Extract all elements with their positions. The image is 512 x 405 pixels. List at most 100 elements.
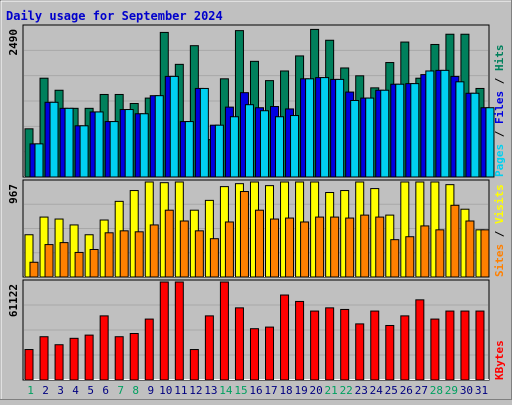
day-label: 4 <box>72 384 79 397</box>
panel-3-kbytes-bar <box>69 337 79 381</box>
panel-2-sites-bar <box>239 191 249 278</box>
panel-3-kbytes-bar <box>445 310 455 381</box>
panel-3-kbytes-bar <box>159 281 169 381</box>
day-label: 6 <box>102 384 109 397</box>
panel-2-sites-bar <box>194 230 204 278</box>
panel-2-sites-bar <box>285 217 295 278</box>
panel-2-sites-bar <box>330 216 340 278</box>
panel-2-sites-bar <box>465 220 475 278</box>
panel-1-legend-hits: Hits <box>493 45 506 72</box>
day-label: 10 <box>159 384 172 397</box>
panel-2-legend: Sites / Visits <box>493 184 506 277</box>
panel-2-sites-bar <box>375 216 385 278</box>
panel-3-kbytes-bar <box>370 310 380 381</box>
panel-2-sites-bar <box>480 229 490 278</box>
day-label: 2 <box>42 384 49 397</box>
day-label: 20 <box>310 384 323 397</box>
panel-2-legend-separator: / <box>493 224 506 244</box>
panel-1-pages-bar <box>94 111 104 178</box>
panel-2-sites-bar <box>44 244 54 278</box>
panel-3-kbytes-bar <box>99 315 109 381</box>
day-label: 8 <box>132 384 139 397</box>
day-label: 5 <box>87 384 94 397</box>
panel-2-sites-bar <box>74 251 84 278</box>
panel-3-kbytes-bar <box>430 318 440 381</box>
panel-2-sites-bar <box>300 221 310 278</box>
panel-1-pages-bar <box>335 78 345 178</box>
panel-2-legend-visits: Visits <box>493 184 506 224</box>
day-label: 29 <box>445 384 458 397</box>
day-label: 7 <box>117 384 124 397</box>
panel-3-kbytes-bar <box>24 349 34 381</box>
panel-3-kbytes-bar <box>280 294 290 381</box>
panel-3-kbytes-bar <box>129 333 139 381</box>
panel-1-pages-bar <box>109 121 119 178</box>
panel-2-sites-bar <box>390 239 400 278</box>
panel-2-max-label: 967 <box>7 184 20 204</box>
panel-1-pages-bar <box>259 110 269 178</box>
panel-2-visits-bar <box>400 181 410 278</box>
panel-2-sites-bar <box>119 230 129 278</box>
panel-2-sites-bar <box>209 238 219 278</box>
panel-2-visits-bar <box>69 224 79 278</box>
day-label: 25 <box>385 384 398 397</box>
panel-3-kbytes-bar <box>310 310 320 381</box>
panel-1-pages-bar <box>154 95 164 178</box>
day-label: 12 <box>189 384 202 397</box>
panel-3-kbytes-bar <box>114 336 124 381</box>
panel-2-sites-bar <box>89 248 99 278</box>
panel-1-pages-bar <box>244 104 254 178</box>
panel-2-sites-bar <box>254 209 264 278</box>
panel-1-pages-bar <box>169 75 179 178</box>
panel-3-kbytes-bar <box>144 318 154 381</box>
panel-1-pages-bar <box>229 116 239 178</box>
panel-1-pages-bar <box>320 77 330 178</box>
day-label: 31 <box>475 384 488 397</box>
panel-2-legend-sites: Sites <box>493 244 506 277</box>
day-label: 30 <box>460 384 473 397</box>
day-label: 27 <box>415 384 428 397</box>
day-label: 24 <box>370 384 384 397</box>
panel-2-sites-bar <box>450 204 460 278</box>
day-label: 16 <box>249 384 262 397</box>
panel-3-kbytes-bar <box>415 299 425 381</box>
panel-3-kbytes-bar <box>189 349 199 381</box>
panel-1-pages-bar <box>275 116 285 178</box>
panel-2-sites-bar <box>345 217 355 278</box>
panel-2-sites-bar <box>435 229 445 278</box>
panel-2-sites-bar <box>29 261 39 278</box>
panel-3-kbytes-bar <box>355 323 365 381</box>
panel-2-sites-bar <box>164 209 174 278</box>
panel-3-kbytes-bar <box>174 281 184 381</box>
panel-1-pages-bar <box>380 89 390 178</box>
panel-3-legend-kbytes: KBytes <box>493 340 506 380</box>
day-label: 15 <box>234 384 247 397</box>
panel-1-pages-bar <box>365 97 375 178</box>
panel-2-sites-bar <box>59 242 69 278</box>
day-label: 13 <box>204 384 217 397</box>
panel-2-sites-bar <box>270 218 280 278</box>
panel-1-pages-bar <box>440 69 450 178</box>
panel-1-pages-bar <box>214 124 224 178</box>
panel-3-kbytes-bar <box>340 308 350 381</box>
chart-title: Daily usage for September 2024 <box>6 9 223 23</box>
panel-1-pages-bar <box>485 107 495 178</box>
day-label: 18 <box>279 384 292 397</box>
panel-1-pages-bar <box>124 109 134 178</box>
panel-3-kbytes-bar <box>325 307 335 381</box>
panel-2-sites-bar <box>179 220 189 278</box>
panel-3-kbytes-bar <box>219 281 229 381</box>
panel-2-sites-bar <box>360 214 370 278</box>
panel-3-kbytes-bar <box>204 315 214 381</box>
day-label: 22 <box>340 384 353 397</box>
panel-1-legend: Pages / Files / Hits <box>493 45 506 178</box>
panel-1-max-label: 2490 <box>7 29 20 56</box>
panel-3-kbytes-bar <box>400 315 410 381</box>
day-label: 3 <box>57 384 64 397</box>
panel-1-pages-bar <box>350 99 360 178</box>
day-label: 19 <box>294 384 307 397</box>
panel-1-legend-separator: / <box>493 71 506 91</box>
panel-3-kbytes-bar <box>265 326 275 381</box>
panel-2-visits-bar <box>24 234 34 278</box>
panel-2-sites-bar <box>224 221 234 278</box>
